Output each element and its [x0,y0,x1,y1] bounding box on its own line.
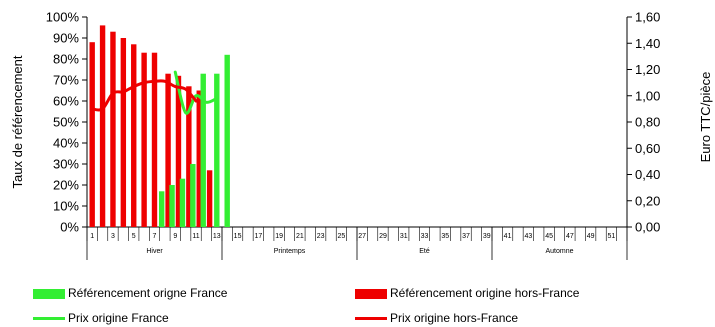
x-tick-label: 45 [545,233,553,240]
x-tick-label: 33 [421,233,429,240]
x-tick-label: 3 [111,233,115,240]
legend-label-bar-hors-france: Référencement origine hors-France [390,286,580,300]
y-tick-label-right: 1,20 [635,62,660,77]
legend-item-line-france: Prix origine France [33,310,169,326]
bar-hors-france [89,42,95,228]
legend-item-line-hors-france: Prix origine hors-France [355,310,518,326]
y-tick-label-right: 1,40 [635,36,660,51]
x-tick-label: 27 [358,233,366,240]
x-tick-label: 49 [587,233,595,240]
bar-hors-france [196,90,202,227]
bar-france [224,54,230,227]
y-tick-label-left: 10% [53,199,79,214]
y-tick-label-left: 50% [53,115,79,130]
x-tick-label: 29 [379,233,387,240]
axes-layer [82,16,632,260]
x-tick-label: 9 [173,233,177,240]
bar-hors-france [131,44,137,227]
bar-hors-france [141,52,147,228]
y-tick-label-right: 1,60 [635,10,660,25]
bar-hors-france [99,25,106,228]
y-axis-title-right: Euro TTC/pièce [698,72,713,163]
season-label: Eté [419,248,430,255]
bar-hors-france [206,170,213,227]
y-tick-label-left: 0% [60,220,79,235]
bar-hors-france [175,75,182,227]
x-tick-label: 47 [566,233,574,240]
y-tick-label-left: 80% [53,52,79,67]
bars-layer [89,25,230,228]
lines-layer [90,70,219,115]
bar-france [190,164,196,227]
y-tick-label-left: 70% [53,73,79,88]
y-tick-label-left: 30% [53,157,79,172]
legend-item-bar-france: Référencement origne France [33,285,227,301]
bar-france [179,178,186,227]
legend-label-line-france: Prix origine France [68,311,169,325]
bar-france [158,191,165,227]
x-tick-label: 5 [132,233,136,240]
bar-hors-france [165,73,171,227]
x-tick-label: 31 [400,233,408,240]
y-tick-label-left: 90% [53,31,79,46]
y-tick-label-left: 60% [53,94,79,109]
x-tick-label: 17 [254,233,262,240]
legend-label-bar-france: Référencement origne France [68,286,228,300]
bar-france [200,73,206,227]
x-tick-label: 39 [483,233,491,240]
x-tick-label: 35 [441,233,449,240]
legend-item-bar-hors-france: Référencement origine hors-France [355,285,579,301]
line-prix-hors-france [90,79,198,112]
y-tick-label-left: 100% [46,10,80,25]
x-tick-label: 51 [608,233,616,240]
season-label: Automne [545,248,573,255]
bar-hors-france [110,31,116,228]
y-tick-label-right: 1,00 [635,88,660,103]
y-axis-title-left: Taux de référencement [10,55,25,188]
legend-swatch-bar-hors-france [355,288,387,299]
x-tick-label: 11 [192,233,199,240]
x-tick-label: 1 [90,233,94,240]
bar-hors-france [120,38,127,227]
x-tick-label: 15 [234,233,242,240]
legend-swatch-line-hors-france [355,317,387,321]
y-tick-label-right: 0,00 [635,220,660,235]
bar-hors-france [151,52,158,228]
y-tick-label-right: 0,80 [635,115,660,130]
x-tick-label: 37 [462,233,470,240]
x-tick-label: 23 [317,233,325,240]
x-tick-label: 13 [213,233,221,240]
legend-swatch-line-france [33,317,65,321]
season-label: Hiver [146,248,163,255]
line-prix-france [173,70,219,115]
x-tick-label: 43 [524,233,532,240]
bar-france [214,73,220,227]
y-tick-label-right: 0,20 [635,193,660,208]
y-tick-label-left: 40% [53,136,79,151]
x-tick-label: 19 [275,233,283,240]
y-tick-label-right: 0,60 [635,141,660,156]
x-tick-label: 41 [504,233,512,240]
season-label: Printemps [274,248,306,255]
y-tick-label-right: 0,40 [635,167,660,182]
y-tick-label-left: 20% [53,178,79,193]
x-tick-label: 25 [338,233,346,240]
bar-hors-france [186,86,192,227]
labels-layer: 0% 10% 20% 30% 40% 50% 60% 70% 80% 90% 100% 0,00 0,2… [10,10,713,256]
legend-label-line-hors-france: Prix origine hors-France [390,311,519,325]
legend-swatch-bar-france [33,288,65,299]
x-tick-label: 7 [153,233,157,240]
x-tick-label: 21 [296,233,304,240]
bar-france [169,185,175,227]
